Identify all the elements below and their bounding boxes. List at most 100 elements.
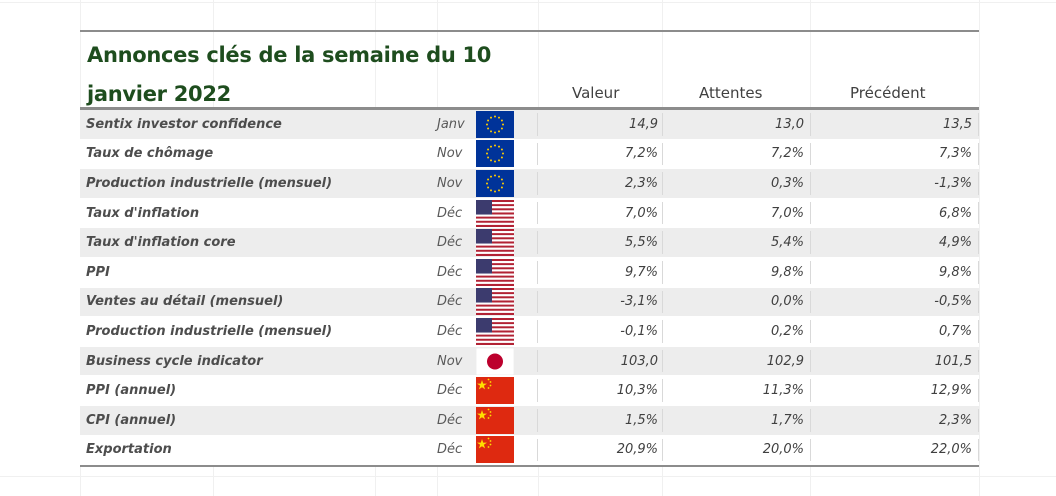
indicator-name: PPI [86,264,110,280]
period-month: Nov [437,353,463,369]
indicator-name: Production industrielle (mensuel) [86,323,333,339]
eu-flag-icon [475,110,515,139]
cell-separator [810,260,811,284]
expected-cell: 0,2% [770,323,804,339]
top-rule [80,30,979,32]
cell-separator [810,379,811,402]
cell-separator [978,142,979,166]
previous-cell: 12,9% [930,383,972,399]
cell-separator [978,438,979,462]
cell-separator [978,113,979,136]
cell-separator [978,408,979,432]
column-header-previous: Précédent [850,84,926,102]
period-month: Janv [437,116,465,132]
cell-separator [662,113,663,136]
expected-cell: 5,4% [770,235,804,251]
period-month: Déc [437,235,463,251]
cell-separator [810,438,811,462]
value-cell: -3,1% [620,294,658,310]
cell-separator [537,320,538,343]
indicator-name: Taux de chômage [86,146,214,162]
table-row: Sentix investor confidence Janv 14,9 13,0 13… [80,110,979,140]
us-flag-icon [475,317,515,346]
value-cell: 14,9 [629,116,658,132]
expected-cell: 13,0 [775,116,804,132]
previous-cell: -1,3% [934,175,972,191]
value-cell: 1,5% [624,412,658,428]
grid-line [0,476,1056,477]
previous-cell: 7,3% [938,146,972,162]
table-row: Production industrielle (mensuel) Nov 2,3%… [80,169,979,199]
value-cell: 2,3% [624,175,658,191]
expected-cell: 1,7% [770,412,804,428]
previous-cell: 4,9% [938,235,972,251]
bottom-rule [80,465,979,467]
cell-separator [810,349,811,373]
cell-separator [978,349,979,373]
previous-cell: -0,5% [934,294,972,310]
cell-separator [662,379,663,402]
value-cell: 7,2% [624,146,658,162]
cell-separator [537,379,538,402]
cell-separator [662,408,663,432]
column-header-expected: Attentes [699,84,763,102]
grid-line [0,2,1056,3]
value-cell: 103,0 [620,353,658,369]
expected-cell: 102,9 [766,353,804,369]
cell-separator [978,172,979,195]
cell-separator [662,320,663,343]
previous-cell: 101,5 [934,353,972,369]
indicator-name: Taux d'inflation core [86,235,236,251]
cell-separator [810,320,811,343]
period-month: Déc [437,412,463,428]
cell-separator [810,113,811,136]
cell-separator [662,201,663,225]
cell-separator [537,201,538,225]
table-row: PPI Déc 9,7% 9,8% 9,8% [80,257,979,288]
period-month: Déc [437,323,463,339]
china-flag-icon [475,436,515,465]
table-row: Business cycle indicator Nov 103,0 102,9 101… [80,346,979,377]
cell-separator [537,260,538,284]
china-flag-icon [475,406,515,435]
expected-cell: 7,0% [770,205,804,221]
expected-cell: 11,3% [762,383,804,399]
cell-separator [810,408,811,432]
column-header-value: Valeur [572,84,620,102]
cell-separator [537,408,538,432]
grid-line [979,0,980,496]
page-title: Annonces clés de la semaine du 10 janvie… [87,43,492,106]
expected-cell: 0,3% [770,175,804,191]
eu-flag-icon [475,169,515,198]
indicator-name: Taux d'inflation [86,205,200,221]
cell-separator [662,349,663,373]
previous-cell: 13,5 [943,116,972,132]
period-month: Déc [437,383,463,399]
table-row: PPI (annuel) Déc 10,3% 11,3% 12,9% [80,376,979,406]
period-month: Nov [437,146,463,162]
value-cell: 10,3% [616,383,658,399]
cell-separator [537,172,538,195]
us-flag-icon [475,288,515,317]
table-row: Taux de chômage Nov 7,2% 7,2% 7,3% [80,139,979,170]
expected-cell: 9,8% [770,264,804,280]
period-month: Déc [437,442,463,458]
table-row: CPI (annuel) Déc 1,5% 1,7% 2,3% [80,405,979,436]
cell-separator [662,260,663,284]
expected-cell: 7,2% [770,146,804,162]
previous-cell: 22,0% [930,442,972,458]
previous-cell: 0,7% [938,323,972,339]
cell-separator [537,231,538,254]
cell-separator [662,142,663,166]
cell-separator [537,290,538,314]
value-cell: -0,1% [620,323,658,339]
cell-separator [537,438,538,462]
previous-cell: 6,8% [938,205,972,221]
indicator-name: CPI (annuel) [86,412,177,428]
cell-separator [537,142,538,166]
period-month: Déc [437,264,463,280]
cell-separator [537,349,538,373]
value-cell: 5,5% [624,235,658,251]
china-flag-icon [475,376,515,405]
